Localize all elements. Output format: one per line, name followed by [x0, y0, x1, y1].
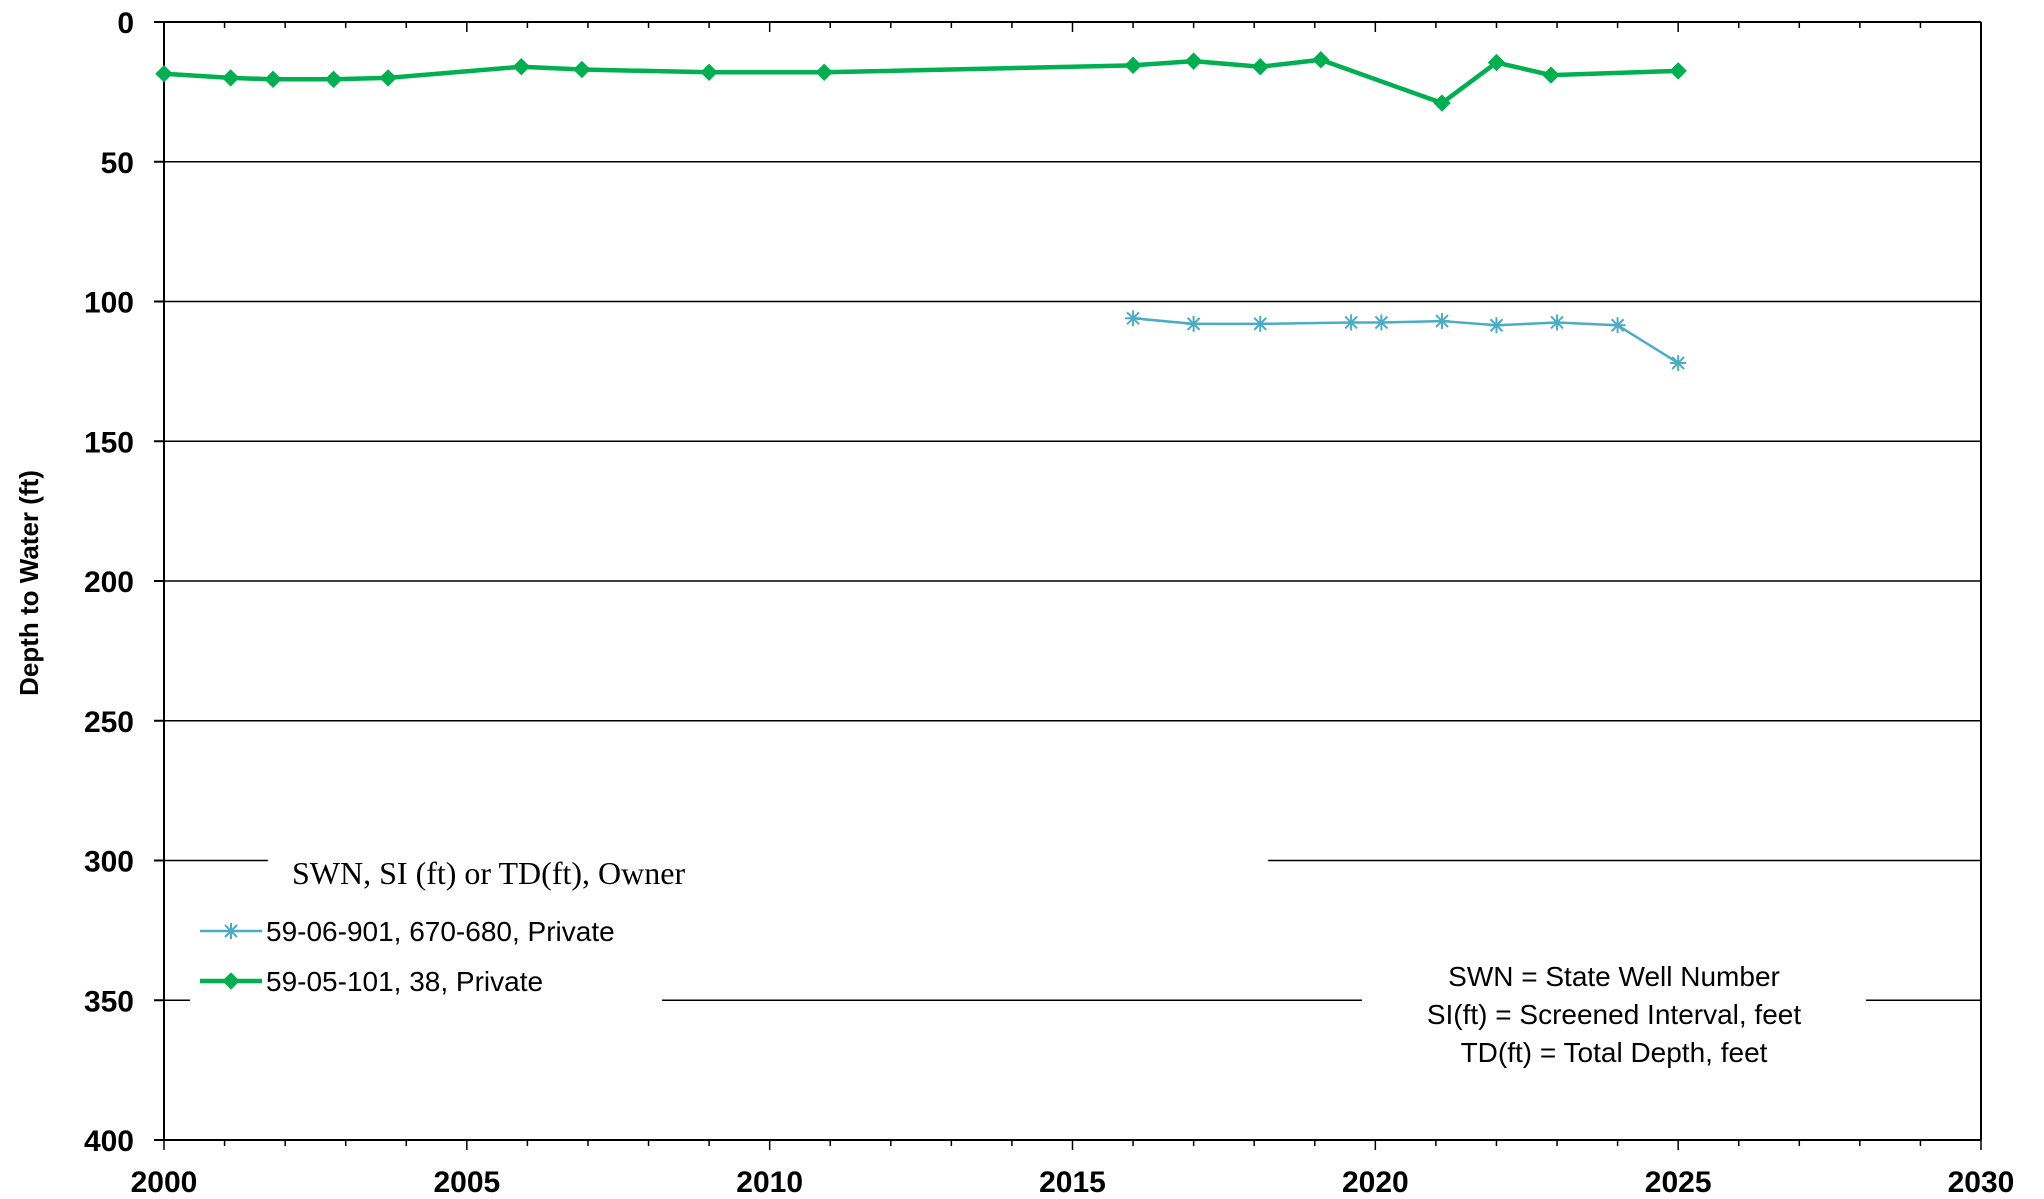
- y-axis-label: Depth to Water (ft): [14, 470, 44, 696]
- x-tick-label-2005: 2005: [433, 1166, 500, 1199]
- data-point-1-16: [1669, 62, 1687, 80]
- data-point-0-6: [1488, 317, 1505, 334]
- x-tick-label-2025: 2025: [1645, 1166, 1712, 1199]
- y-tick-label-150: 150: [84, 426, 134, 459]
- x-tick-label-2000: 2000: [131, 1166, 198, 1199]
- y-tick-label-100: 100: [84, 287, 134, 320]
- note-line-td: TD(ft) = Total Depth, feet: [1461, 1037, 1768, 1068]
- data-point-1-14: [1487, 53, 1506, 72]
- data-point-0-8: [1609, 317, 1626, 334]
- x-tick-label-2020: 2020: [1342, 1166, 1409, 1199]
- data-point-0-1: [1185, 315, 1202, 332]
- data-point-1-12: [1312, 51, 1330, 69]
- data-point-0-7: [1549, 314, 1566, 331]
- plot-area: [155, 51, 1687, 371]
- legend-title: SWN, SI (ft) or TD(ft), Owner: [292, 855, 685, 891]
- data-point-1-15: [1542, 66, 1560, 84]
- x-tick-label-2015: 2015: [1039, 1166, 1106, 1199]
- data-point-1-3: [324, 70, 343, 89]
- series-line-0: [1132, 317, 1679, 365]
- legend: SWN, SI (ft) or TD(ft), Owner 59-06-901,…: [200, 855, 685, 997]
- data-point-1-7: [700, 63, 718, 82]
- y-tick-label-200: 200: [84, 566, 134, 599]
- grid-lines: [164, 161, 1981, 1001]
- data-point-0-0: [1125, 310, 1142, 327]
- data-point-1-1: [221, 69, 240, 87]
- series-1: [155, 51, 1687, 112]
- data-point-1-0: [155, 65, 173, 83]
- data-point-1-13: [1433, 94, 1451, 112]
- data-point-1-4: [379, 69, 397, 87]
- legend-marker-1: [222, 972, 240, 990]
- tick-labels: 0 50 100 150 200 250 300 350 400 2000 2005 2010 2015…: [84, 7, 2014, 1199]
- data-point-0-3: [1343, 314, 1360, 331]
- note-line-swn: SWN = State Well Number: [1448, 961, 1780, 992]
- data-point-1-5: [512, 58, 531, 76]
- data-point-0-2: [1252, 315, 1269, 332]
- data-point-1-9: [1124, 56, 1142, 75]
- data-point-0-4: [1373, 314, 1390, 331]
- data-point-0-5: [1433, 313, 1450, 330]
- data-point-0-9: [1670, 354, 1687, 371]
- legend-label-0: 59-06-901, 670-680, Private: [266, 916, 615, 947]
- y-tick-label-400: 400: [84, 1125, 134, 1158]
- x-tick-label-2010: 2010: [736, 1166, 803, 1199]
- data-point-1-10: [1184, 52, 1203, 70]
- note-line-si: SI(ft) = Screened Interval, feet: [1427, 999, 1802, 1030]
- y-tick-label-50: 50: [101, 147, 134, 180]
- data-point-1-6: [573, 60, 591, 79]
- legend-label-1: 59-05-101, 38, Private: [266, 966, 543, 997]
- series-0: [1125, 310, 1687, 371]
- data-point-1-2: [264, 70, 282, 89]
- y-tick-label-250: 250: [84, 706, 134, 739]
- data-point-1-8: [815, 63, 833, 82]
- abbreviation-note: SWN = State Well Number SI(ft) = Screene…: [1427, 961, 1802, 1068]
- y-tick-label-300: 300: [84, 846, 134, 879]
- y-tick-label-0: 0: [117, 7, 134, 40]
- y-tick-label-350: 350: [84, 985, 134, 1018]
- legend-marker-0: [223, 923, 239, 939]
- axes: [154, 21, 1982, 1150]
- x-tick-label-2030: 2030: [1948, 1166, 2015, 1199]
- data-point-1-11: [1251, 58, 1269, 76]
